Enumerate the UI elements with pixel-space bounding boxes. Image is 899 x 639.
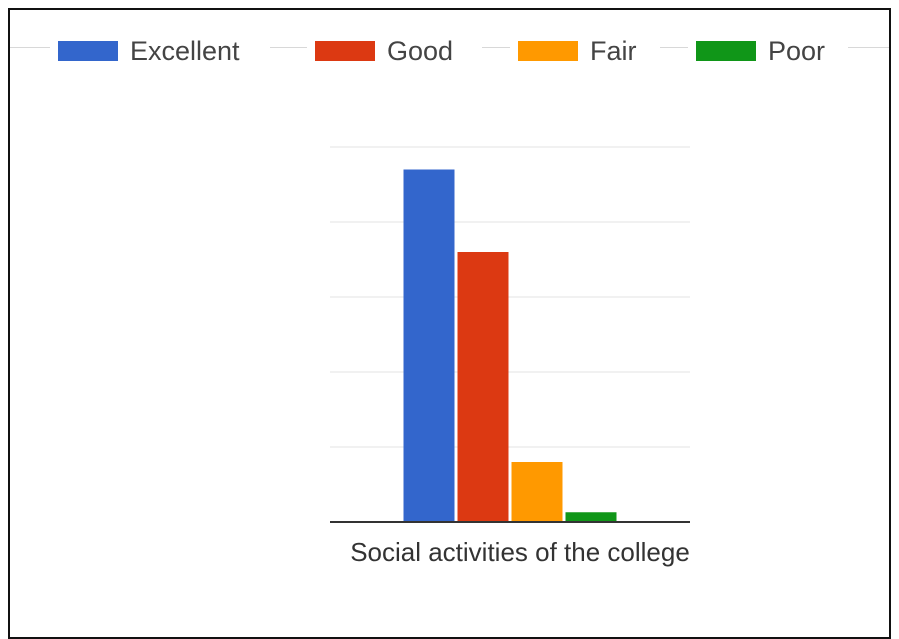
legend-item-poor: Poor bbox=[688, 32, 848, 66]
legend-item-excellent: Excellent bbox=[50, 32, 270, 66]
plot-area bbox=[330, 146, 690, 523]
legend-swatch-poor bbox=[696, 41, 756, 61]
legend-label-excellent: Excellent bbox=[130, 36, 240, 66]
chart-frame: Excellent Good Fair Poor Social activiti… bbox=[8, 8, 891, 639]
legend-swatch-good bbox=[315, 41, 375, 61]
legend-swatch-excellent bbox=[58, 41, 118, 61]
bar-fair bbox=[511, 462, 563, 522]
legend-item-fair: Fair bbox=[510, 32, 660, 66]
legend-swatch-fair bbox=[518, 41, 578, 61]
bar-excellent bbox=[403, 169, 455, 522]
legend-item-good: Good bbox=[307, 32, 482, 66]
legend-label-good: Good bbox=[387, 36, 454, 66]
bar-good bbox=[457, 252, 509, 522]
legend-label-poor: Poor bbox=[768, 36, 826, 66]
bar-poor bbox=[565, 512, 617, 522]
category-label: Social activities of the college bbox=[350, 537, 690, 567]
legend-label-fair: Fair bbox=[590, 36, 637, 66]
